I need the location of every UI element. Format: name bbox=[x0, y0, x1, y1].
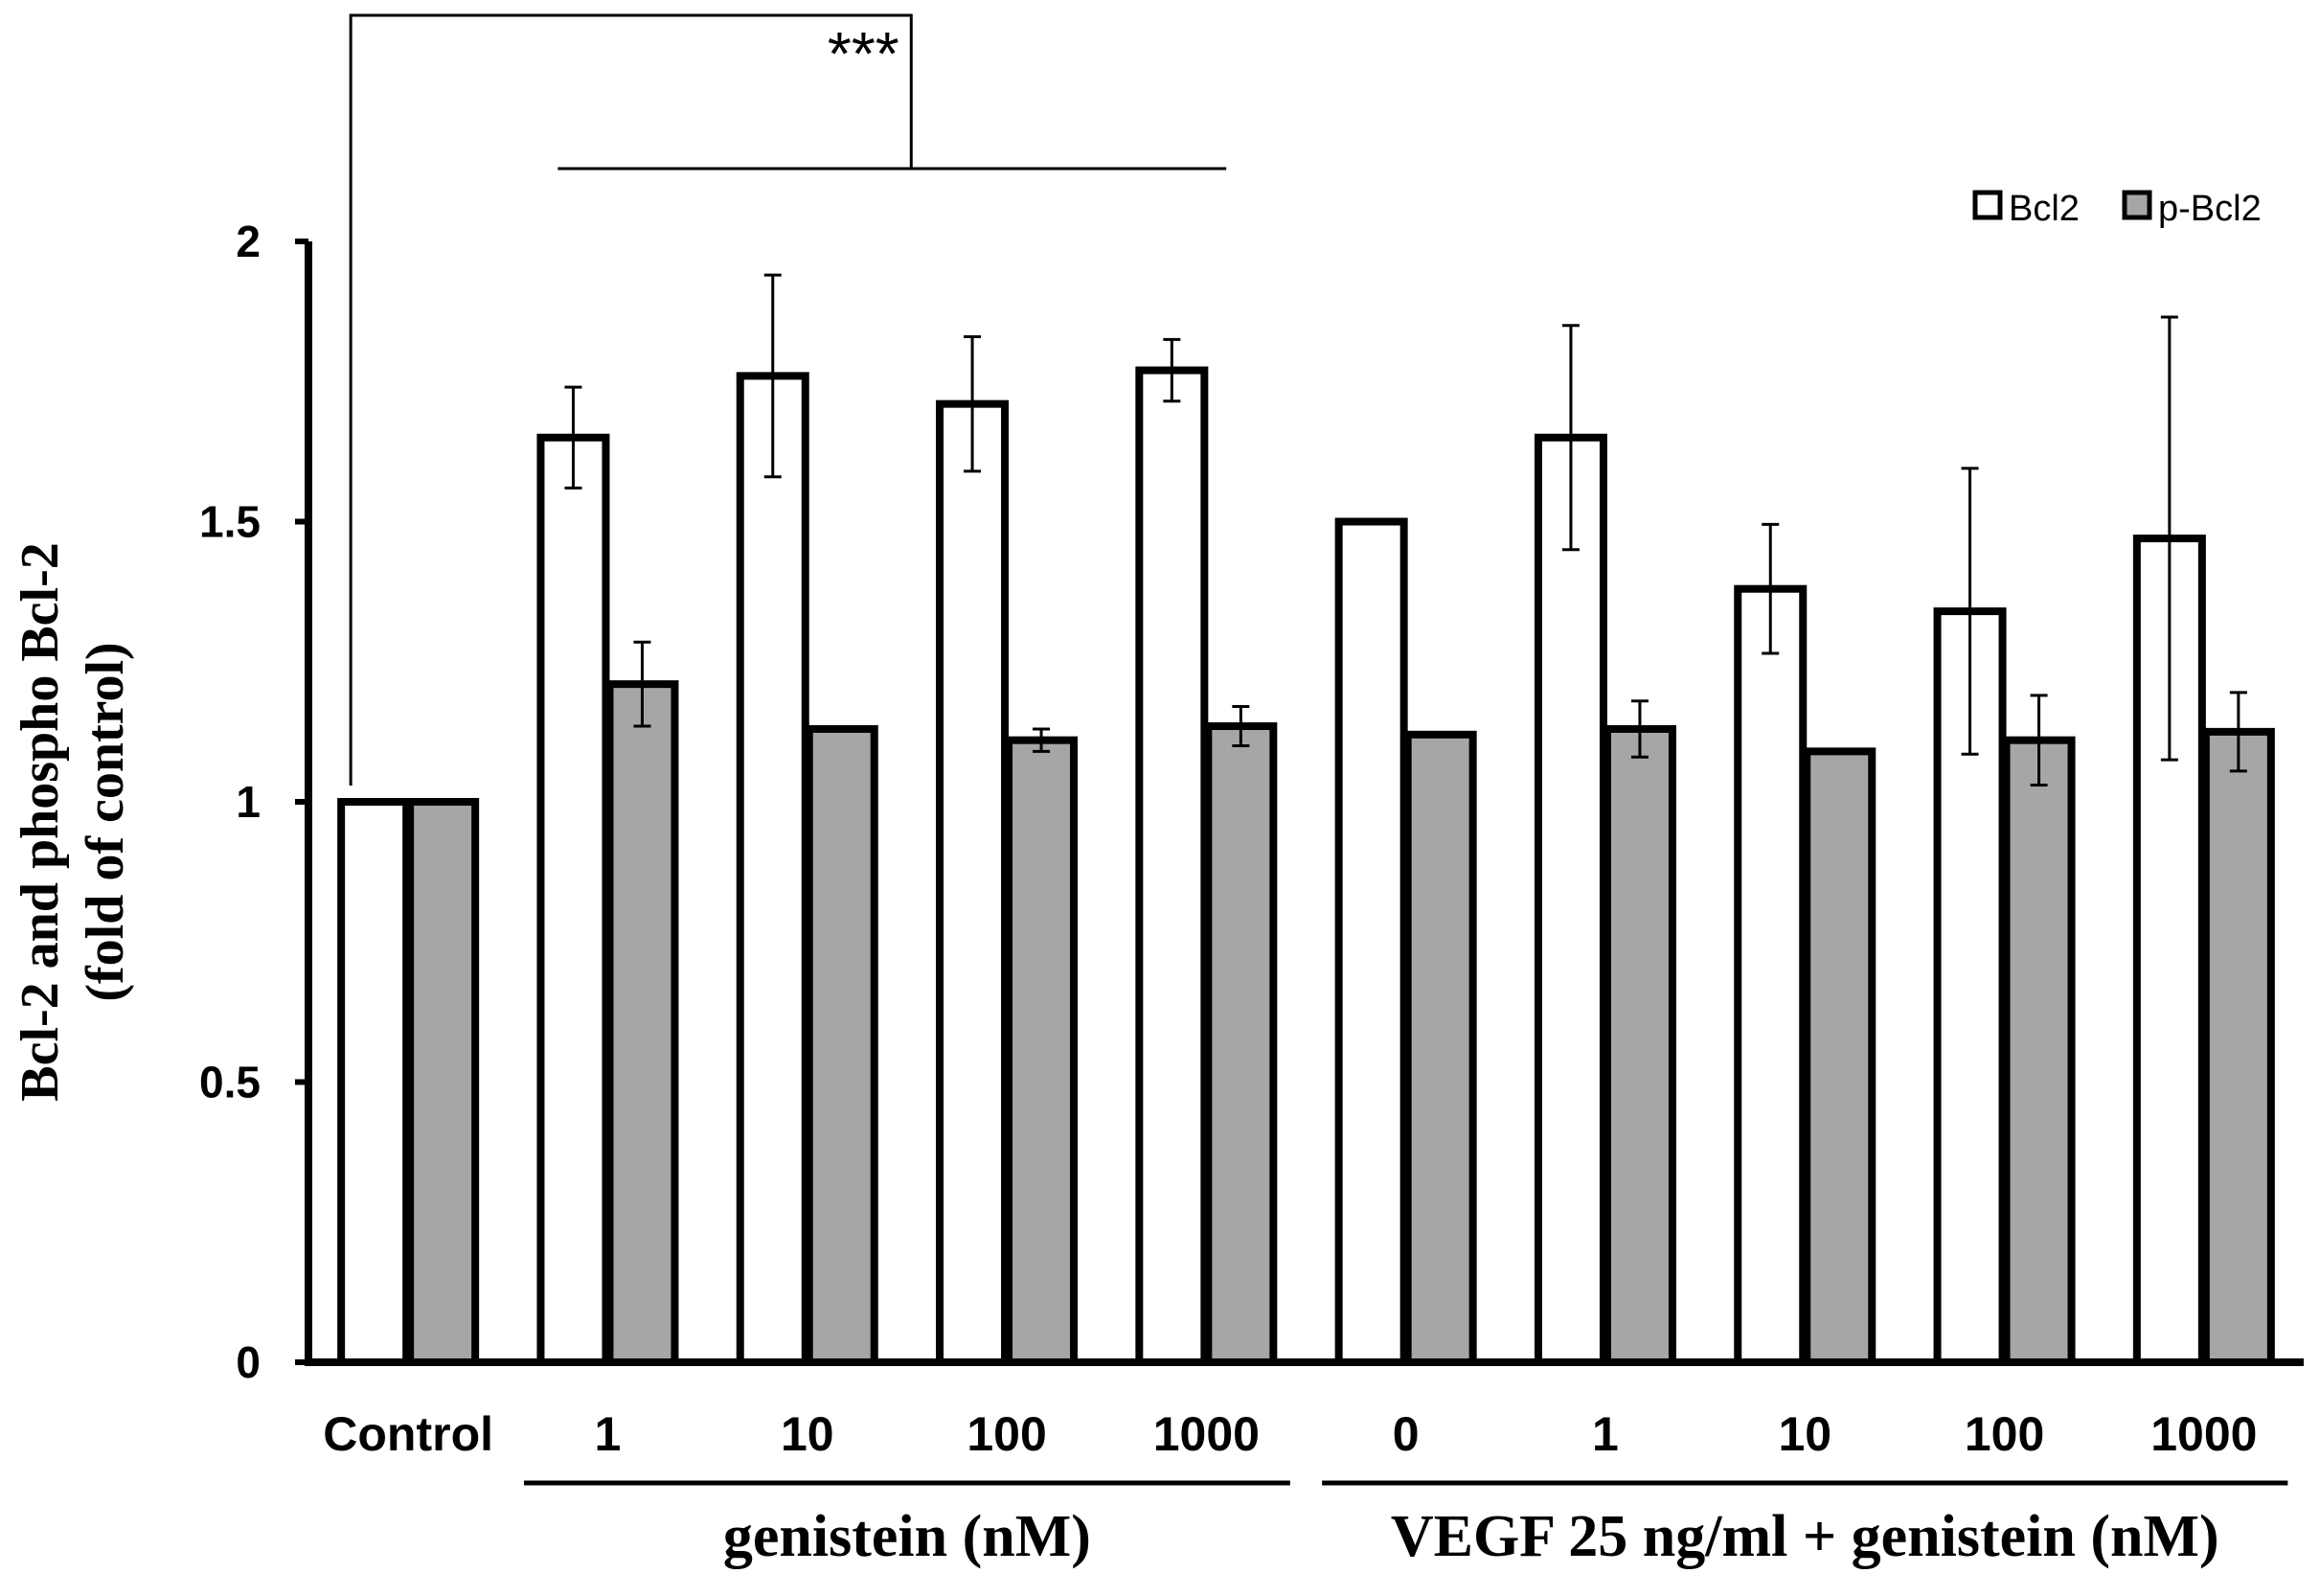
x-axis-labels: Control 1 10 100 1000 0 1 10 100 1000 bbox=[323, 1407, 2257, 1461]
x-tick-label: 1 bbox=[1592, 1407, 1619, 1461]
bar-p-bcl2-9 bbox=[2201, 727, 2275, 1366]
bar-p-bcl2-6 bbox=[1603, 724, 1676, 1366]
y-axis-title-line2: (fold of control) bbox=[76, 642, 135, 1001]
bar-bcl2-4 bbox=[1135, 366, 1209, 1366]
y-tick-label: 0.5 bbox=[199, 1058, 261, 1107]
bar-bcl2-7 bbox=[1734, 584, 1808, 1366]
bar-bcl2-3 bbox=[936, 399, 1010, 1366]
bar-p-bcl2-5 bbox=[1403, 730, 1477, 1366]
legend: Bcl2 p-Bcl2 bbox=[1972, 189, 2262, 229]
bar-p-bcl2-0 bbox=[406, 798, 480, 1366]
x-tick-label: Control bbox=[323, 1407, 493, 1461]
y-tick-label: 1.5 bbox=[199, 497, 261, 547]
legend-label-bcl2: Bcl2 bbox=[2009, 189, 2080, 229]
significance-bracket: *** bbox=[349, 13, 1227, 786]
bar-p-bcl2-2 bbox=[805, 724, 878, 1366]
x-tick-label: 1000 bbox=[2150, 1407, 2257, 1461]
bar-bcl2-1 bbox=[536, 433, 610, 1366]
legend-label-p-bcl2: p-Bcl2 bbox=[2158, 189, 2262, 229]
bar-p-bcl2-8 bbox=[2002, 736, 2076, 1366]
x-tick-label: 0 bbox=[1393, 1407, 1420, 1461]
category-groups: genistein (nM) VEGF 25 ng/ml + genistein … bbox=[523, 1480, 2288, 1569]
bar-bcl2-6 bbox=[1534, 433, 1607, 1366]
error-bar-bcl2-9 bbox=[2160, 315, 2178, 762]
error-bar-bcl2-4 bbox=[1163, 337, 1181, 403]
group-label: genistein (nM) bbox=[723, 1504, 1091, 1569]
error-bar-bcl2-7 bbox=[1762, 522, 1780, 655]
x-tick-label: 100 bbox=[967, 1407, 1046, 1461]
error-bar-p-bcl2-1 bbox=[633, 640, 651, 728]
error-bar-p-bcl2-9 bbox=[2229, 691, 2247, 773]
error-bar-p-bcl2-6 bbox=[1630, 699, 1649, 759]
error-bar-bcl2-8 bbox=[1961, 467, 1979, 756]
bars-layer bbox=[337, 273, 2275, 1366]
x-tick-label: 10 bbox=[781, 1407, 834, 1461]
bar-p-bcl2-7 bbox=[1803, 747, 1876, 1366]
x-tick-label: 100 bbox=[1965, 1407, 2044, 1461]
y-axis-title-line1: Bcl-2 and phospho Bcl-2 bbox=[11, 542, 70, 1102]
legend-swatch-p-bcl2 bbox=[2122, 190, 2152, 220]
bar-bcl2-2 bbox=[736, 372, 809, 1366]
y-axis-title: Bcl-2 and phospho Bcl-2 (fold of control… bbox=[11, 542, 135, 1102]
significance-label: *** bbox=[828, 19, 899, 88]
x-tick-label: 1000 bbox=[1153, 1407, 1260, 1461]
significance-bracket-line bbox=[349, 13, 1227, 786]
bar-p-bcl2-1 bbox=[605, 680, 679, 1366]
x-tick-label: 1 bbox=[595, 1407, 622, 1461]
error-bar-bcl2-3 bbox=[964, 334, 982, 473]
y-tick-label: 1 bbox=[236, 777, 261, 827]
group-label: VEGF 25 ng/ml + genistein (nM) bbox=[1391, 1504, 2219, 1569]
error-bar-bcl2-2 bbox=[763, 273, 782, 479]
error-bar-bcl2-1 bbox=[564, 385, 582, 490]
y-tick-label: 2 bbox=[236, 217, 261, 266]
legend-swatch-bcl2 bbox=[1972, 190, 2003, 220]
bar-bcl2-5 bbox=[1334, 517, 1408, 1366]
y-tick-label: 0 bbox=[236, 1337, 261, 1387]
y-axis-ticks: 0 0.5 1 1.5 2 bbox=[199, 217, 308, 1387]
bar-bcl2-0 bbox=[337, 798, 411, 1366]
error-bar-p-bcl2-8 bbox=[2030, 694, 2048, 787]
x-tick-label: 10 bbox=[1778, 1407, 1831, 1461]
bar-p-bcl2-3 bbox=[1005, 736, 1079, 1366]
error-bar-p-bcl2-3 bbox=[1033, 727, 1051, 753]
error-bar-p-bcl2-4 bbox=[1232, 705, 1250, 747]
error-bar-bcl2-6 bbox=[1561, 324, 1580, 552]
bar-p-bcl2-4 bbox=[1204, 722, 1278, 1366]
